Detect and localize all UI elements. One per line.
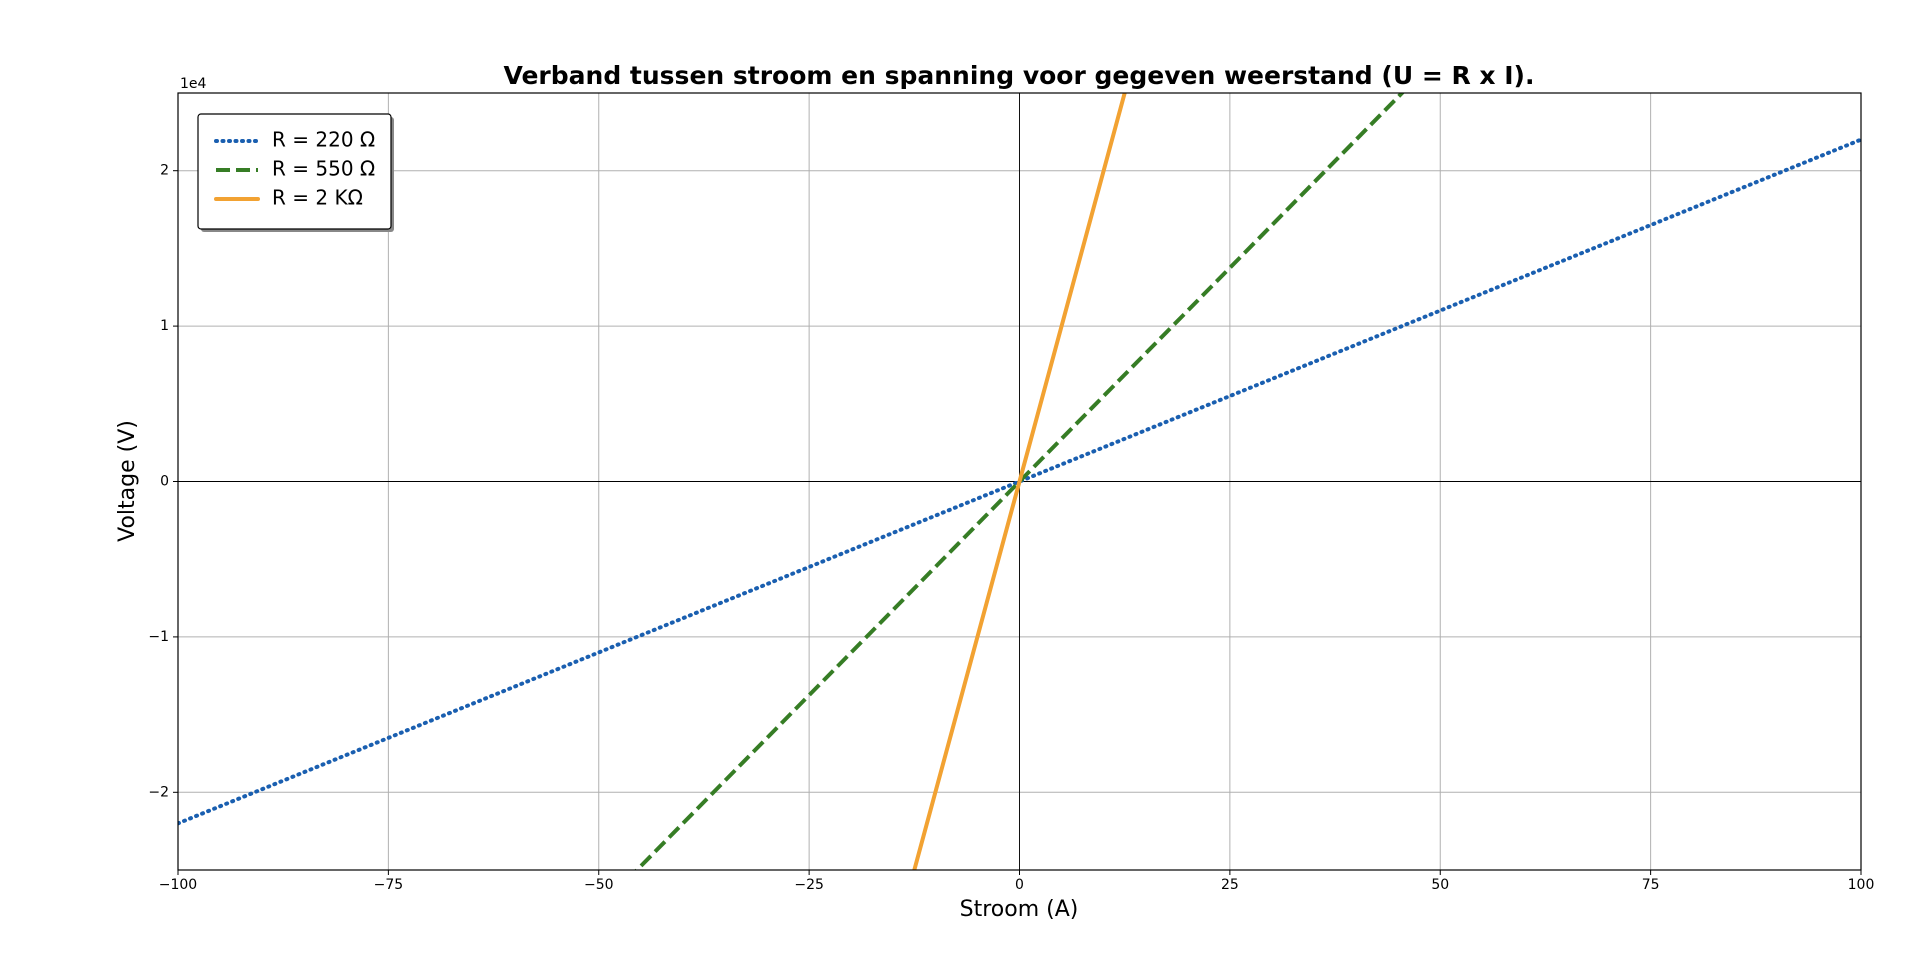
x-tick-label: −25: [794, 877, 824, 893]
x-tick-label: −100: [159, 877, 197, 893]
x-tick-label: 0: [1015, 877, 1024, 893]
x-axis-label: Stroom (A): [960, 897, 1079, 922]
series-line: [912, 93, 1127, 870]
legend-label: R = 550 Ω: [272, 157, 375, 181]
x-tick-label: 75: [1642, 877, 1660, 893]
y-tick-label: −2: [148, 784, 169, 800]
y-axis-label: Voltage (V): [115, 420, 140, 542]
legend-label: R = 2 KΩ: [272, 186, 363, 210]
legend-label: R = 220 Ω: [272, 128, 375, 152]
plot-area: [178, 93, 1861, 870]
x-tick-label: 100: [1848, 877, 1875, 893]
x-tick-label: −75: [374, 877, 404, 893]
chart-title: Verband tussen stroom en spanning voor g…: [504, 61, 1535, 90]
y-tick-label: 0: [160, 474, 169, 490]
plot-frame: [177, 92, 1862, 871]
x-tick-label: −50: [584, 877, 614, 893]
x-tick-label: 50: [1431, 877, 1449, 893]
y-tick-label: −1: [148, 629, 169, 645]
x-tick-label: 25: [1221, 877, 1239, 893]
y-tick-label: 2: [160, 163, 169, 179]
y-offset-label: 1e4: [180, 76, 207, 92]
y-tick-label: 1: [160, 318, 169, 334]
